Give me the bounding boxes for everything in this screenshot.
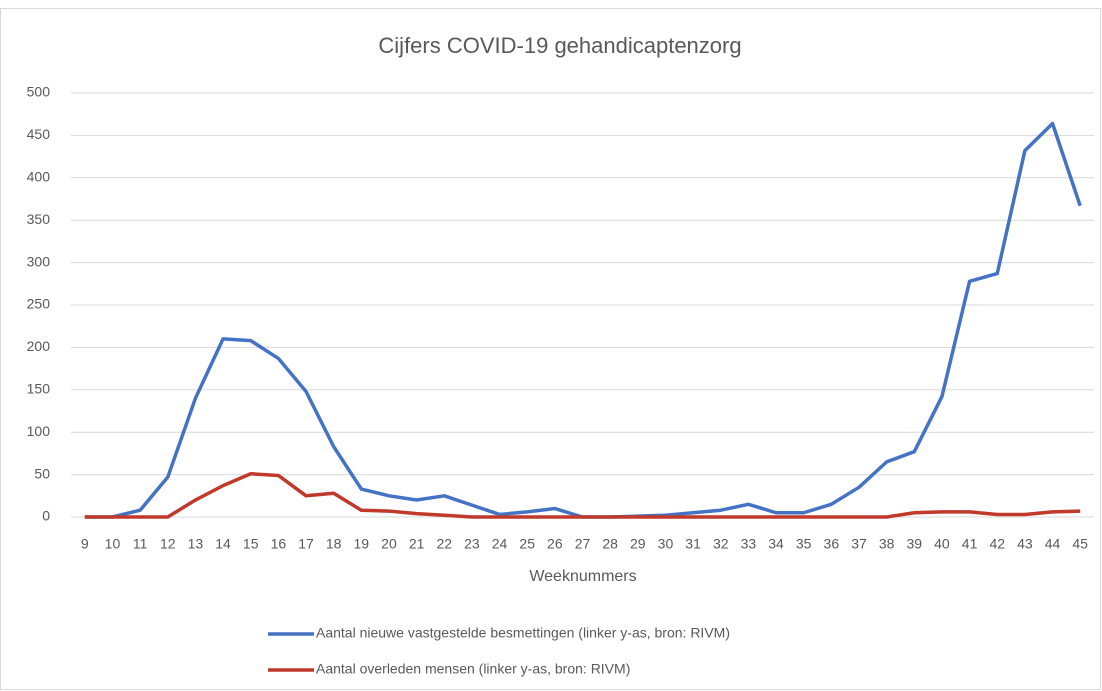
y-tick-label: 200 — [27, 338, 51, 354]
x-tick-label: 39 — [906, 536, 922, 552]
x-tick-label: 42 — [989, 536, 1005, 552]
x-tick-label: 32 — [713, 536, 729, 552]
x-tick-label: 40 — [934, 536, 950, 552]
y-tick-label: 400 — [27, 169, 51, 185]
x-tick-label: 20 — [381, 536, 397, 552]
x-tick-label: 41 — [962, 536, 978, 552]
x-tick-label: 33 — [741, 536, 757, 552]
y-tick-label: 50 — [34, 465, 50, 481]
x-tick-label: 45 — [1072, 536, 1088, 552]
x-tick-label: 34 — [768, 536, 784, 552]
x-tick-label: 19 — [354, 536, 370, 552]
y-tick-label: 0 — [42, 508, 50, 524]
x-tick-label: 12 — [160, 536, 176, 552]
x-tick-label: 25 — [519, 536, 535, 552]
y-tick-label: 100 — [27, 423, 51, 439]
x-tick-label: 16 — [271, 536, 287, 552]
x-tick-label: 43 — [1017, 536, 1033, 552]
x-tick-label: 13 — [188, 536, 204, 552]
y-tick-label: 450 — [27, 126, 51, 142]
legend-label: Aantal nieuwe vastgestelde besmettingen … — [316, 625, 730, 641]
x-tick-label: 24 — [492, 536, 508, 552]
x-tick-label: 31 — [685, 536, 701, 552]
x-tick-label: 35 — [796, 536, 812, 552]
y-tick-label: 350 — [27, 211, 51, 227]
x-tick-label: 21 — [409, 536, 425, 552]
x-tick-label: 18 — [326, 536, 342, 552]
x-tick-label: 28 — [602, 536, 618, 552]
x-tick-label: 38 — [879, 536, 895, 552]
x-tick-label: 10 — [105, 536, 121, 552]
y-tick-label: 300 — [27, 253, 51, 269]
x-tick-label: 15 — [243, 536, 259, 552]
y-tick-label: 150 — [27, 381, 51, 397]
x-tick-label: 37 — [851, 536, 867, 552]
chart-title: Cijfers COVID-19 gehandicaptenzorg — [378, 33, 741, 58]
x-tick-label: 30 — [658, 536, 674, 552]
y-tick-label: 250 — [27, 296, 51, 312]
x-tick-label: 14 — [215, 536, 231, 552]
legend-label: Aantal overleden mensen (linker y-as, br… — [316, 661, 630, 677]
x-tick-label: 36 — [824, 536, 840, 552]
x-tick-label: 11 — [133, 536, 148, 552]
x-tick-label: 9 — [81, 536, 89, 552]
x-tick-label: 44 — [1045, 536, 1061, 552]
x-tick-label: 26 — [547, 536, 563, 552]
x-tick-label: 29 — [630, 536, 646, 552]
series-line — [84, 472, 1081, 519]
x-tick-label: 27 — [575, 536, 591, 552]
x-tick-label: 22 — [436, 536, 452, 552]
x-tick-label: 17 — [298, 536, 314, 552]
chart-border — [0, 8, 1101, 690]
x-axis-title: Weeknummers — [529, 568, 636, 585]
x-tick-label: 23 — [464, 536, 480, 552]
y-tick-label: 500 — [27, 84, 51, 100]
